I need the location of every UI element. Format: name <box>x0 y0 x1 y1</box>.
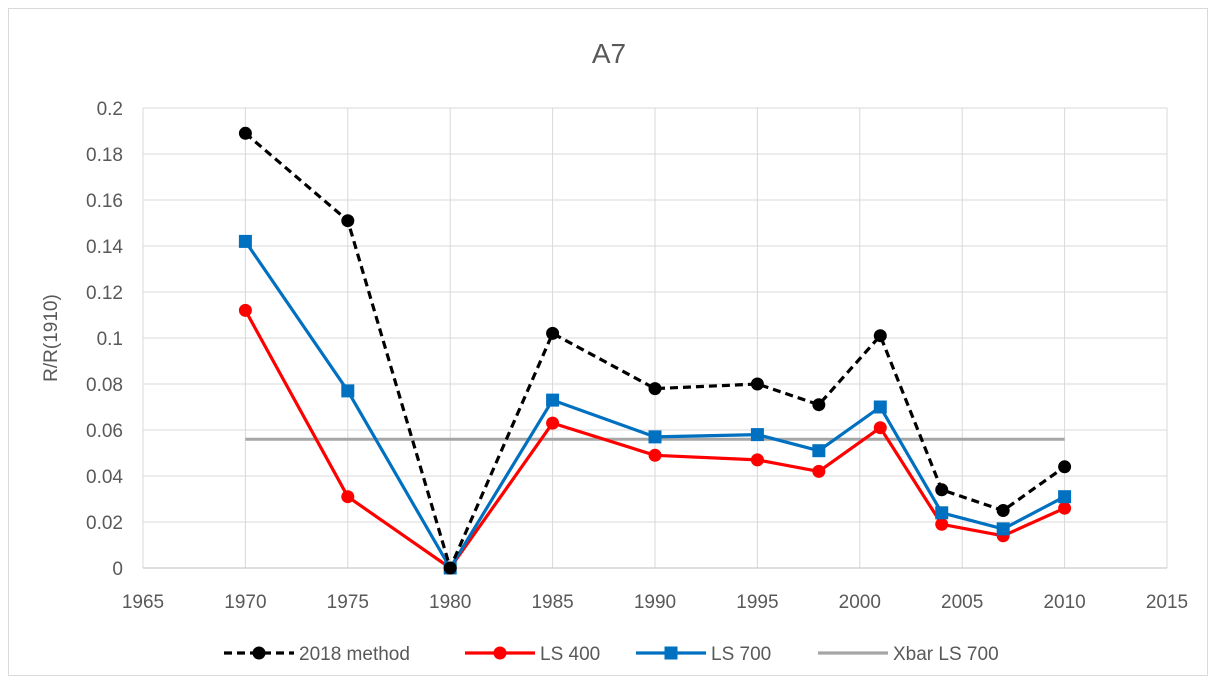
axes: 1965 1970 1975 1980 1985 1990 1995 2000 2005 2010… <box>86 99 1188 613</box>
y-tick-label: 0.04 <box>86 467 123 488</box>
data-point <box>238 303 252 317</box>
series-group <box>238 126 1072 575</box>
chart-area <box>8 8 1208 676</box>
data-point <box>238 234 252 248</box>
data-point <box>648 448 662 462</box>
data-point <box>443 561 457 575</box>
data-point <box>812 444 826 458</box>
data-point <box>873 400 887 414</box>
x-tick-label: 1965 <box>122 592 164 613</box>
y-tick-label: 0.18 <box>86 145 123 166</box>
x-tick-label: 2000 <box>839 592 881 613</box>
data-point <box>238 126 252 140</box>
x-tick-label: 1975 <box>327 592 369 613</box>
data-point <box>750 377 764 391</box>
data-point <box>935 483 949 497</box>
data-point <box>341 490 355 504</box>
data-point <box>546 393 560 407</box>
data-point <box>750 428 764 442</box>
data-point <box>996 522 1010 536</box>
data-point <box>546 326 560 340</box>
y-tick-label: 0.16 <box>86 191 123 212</box>
data-point <box>546 416 560 430</box>
gridlines <box>142 107 1168 569</box>
data-point <box>873 329 887 343</box>
legend-label: Xbar LS 700 <box>893 644 999 665</box>
legend: 2018 method LS 400 LS 700 Xbar LS 700 <box>224 644 999 665</box>
legend-item: LS 700 <box>636 644 771 665</box>
chart-title: A7 <box>592 38 626 69</box>
data-point <box>1058 460 1072 474</box>
x-tick-label: 1980 <box>429 592 471 613</box>
data-point <box>1058 501 1072 515</box>
y-axis-label: R/R(1910) <box>41 294 62 382</box>
legend-item: LS 400 <box>465 644 600 665</box>
y-tick-label: 0.02 <box>86 513 123 534</box>
data-point <box>493 646 507 660</box>
data-point <box>252 646 266 660</box>
x-tick-label: 2015 <box>1146 592 1188 613</box>
data-point <box>341 214 355 228</box>
legend-label: LS 700 <box>711 644 771 665</box>
y-tick-label: 0.2 <box>97 99 123 120</box>
legend-item: 2018 method <box>224 644 410 665</box>
y-tick-label: 0.06 <box>86 421 123 442</box>
y-tick-label: 0.1 <box>97 329 123 350</box>
legend-label: LS 400 <box>540 644 600 665</box>
x-tick-label: 2005 <box>941 592 983 613</box>
data-point <box>812 464 826 478</box>
y-tick-label: 0.12 <box>86 283 123 304</box>
x-tick-label: 2010 <box>1043 592 1085 613</box>
x-tick-label: 1995 <box>736 592 778 613</box>
series-ls-700 <box>238 234 1072 575</box>
data-point <box>648 382 662 396</box>
data-point <box>1058 490 1072 504</box>
y-tick-label: 0.08 <box>86 375 123 396</box>
data-point <box>664 646 678 660</box>
legend-label: 2018 method <box>299 644 410 665</box>
data-point <box>648 430 662 444</box>
x-tick-label: 1985 <box>531 592 573 613</box>
x-tick-label: 1970 <box>224 592 266 613</box>
data-point <box>873 421 887 435</box>
series-line <box>244 132 1066 570</box>
y-tick-label: 0 <box>112 559 123 580</box>
series-2018-method <box>238 126 1072 575</box>
data-point <box>750 453 764 467</box>
data-point <box>935 517 949 531</box>
data-point <box>812 398 826 412</box>
x-tick-label: 1990 <box>634 592 676 613</box>
data-point <box>341 384 355 398</box>
legend-item: Xbar LS 700 <box>818 644 999 665</box>
data-point <box>996 504 1010 517</box>
data-point <box>935 506 949 520</box>
y-tick-label: 0.14 <box>86 237 123 258</box>
